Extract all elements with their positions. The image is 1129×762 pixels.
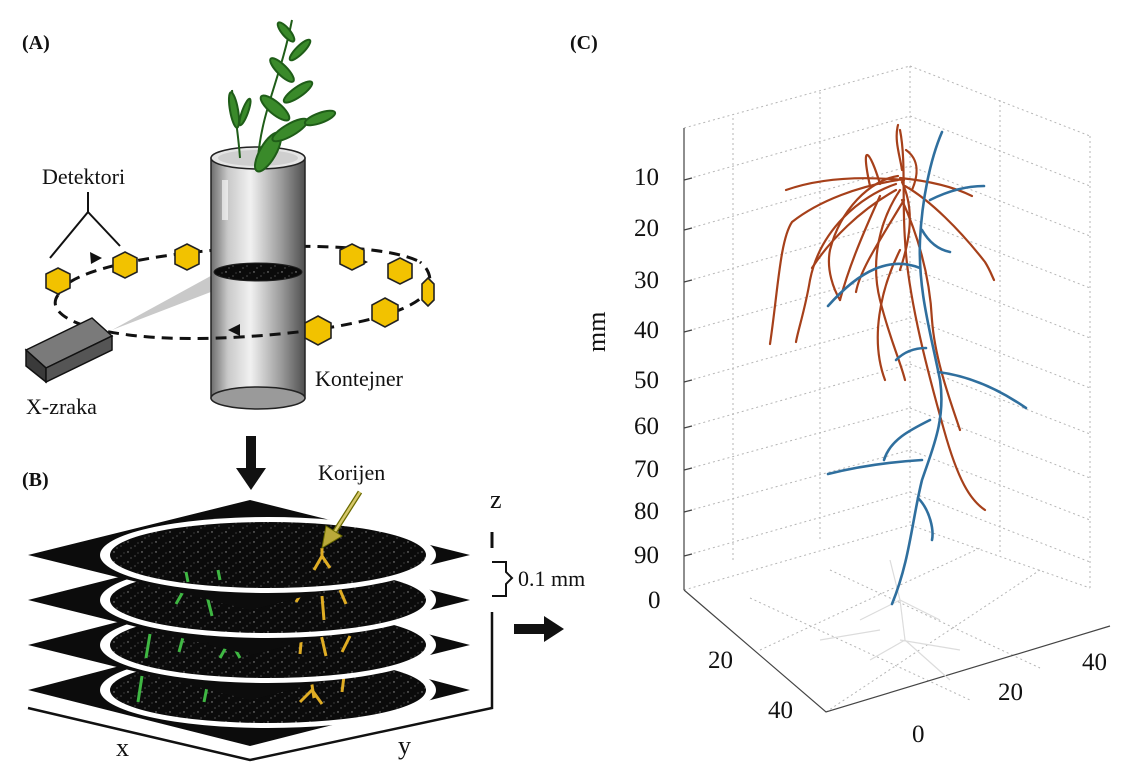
z-tick-label: 30 [634,267,659,294]
slice-axes [27,612,494,762]
container-cylinder [210,146,306,410]
slice-1 [28,500,470,610]
right-axis-tick: 40 [1082,649,1107,676]
front-axis-tick: 0 [912,721,925,748]
z-axis-label: z [490,485,502,514]
detector-hex [45,267,71,295]
detector-hex [304,315,332,346]
z-tick-label: 40 [634,317,659,344]
slice-spacing-label: 0.1 mm [518,566,586,591]
left-axis-tick: 20 [708,647,733,674]
arrow-right [514,616,564,642]
y-axis-label: y [398,731,411,760]
vertical-unit-label: mm [582,311,611,352]
ring-arrow-3 [228,324,240,336]
panel-b-slices [27,490,514,762]
plant [227,19,337,173]
base-tick-zero: 0 [648,587,661,614]
root-system-blue [826,130,1028,606]
panel-a-scanner [24,19,435,410]
root-pointer-arrow [321,490,363,549]
container-label: Kontejner [315,366,403,391]
ring-front-arc [53,260,432,341]
front-axis-tick: 20 [998,679,1023,706]
z-tick-label: 10 [634,164,659,191]
z-tick-label: 20 [634,215,659,242]
root-shadow [819,559,961,681]
panel-label-a: (A) [22,32,50,54]
detector-hex [421,276,435,308]
z-tick-label: 80 [634,498,659,525]
detector-hex [174,243,200,271]
xray-source-label: X-zraka [26,394,97,419]
detector-hex [387,257,413,285]
plot-base-axes [683,589,1111,713]
spacing-bracket [492,561,514,597]
panel-label-b: (B) [22,469,49,491]
z-tick-label: 70 [634,456,659,483]
grid [683,65,1091,713]
panel-label-c: (C) [570,32,598,54]
detectors-label: Detektori [42,164,126,189]
detector-leader-lines [49,192,121,259]
z-axis-ticks [683,177,693,557]
xray-source-box [24,317,114,384]
left-axis-tick: 40 [768,697,793,724]
ring-back-arc [56,244,421,296]
detectors [45,243,435,346]
z-tick-label: 90 [634,542,659,569]
arrow-down [236,436,266,490]
z-tick-label: 60 [634,413,659,440]
ring-arrow-1 [90,252,102,264]
root-label: Korijen [318,460,386,485]
detector-hex [339,243,365,271]
panel-c-3d-plot [683,65,1111,713]
z-tick-label: 50 [634,367,659,394]
x-axis-label: x [116,733,129,762]
detector-hex [112,251,138,279]
scan-slice [213,262,303,282]
detector-hex [371,297,399,328]
root-system-brown [768,123,996,512]
